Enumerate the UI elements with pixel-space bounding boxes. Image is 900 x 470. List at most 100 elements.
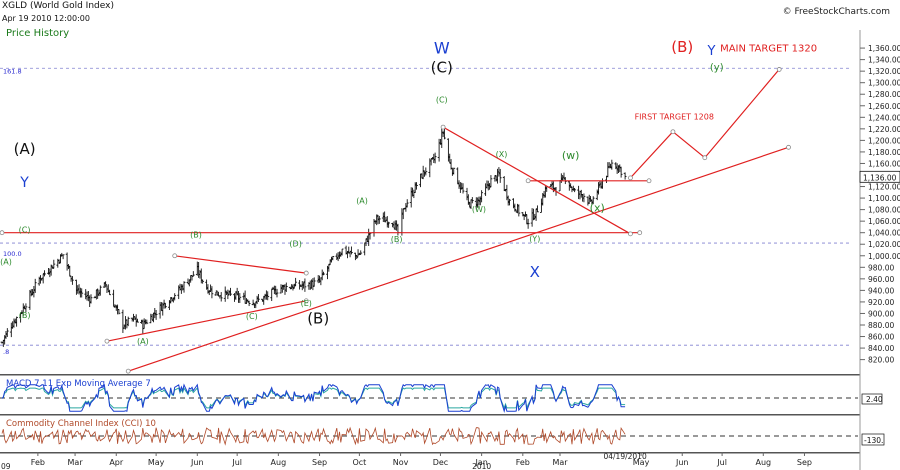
panel-divider (0, 414, 860, 416)
x-tick-label: Jul (716, 458, 727, 467)
x-tick-label: Sep (312, 458, 327, 467)
price-bar (43, 270, 46, 277)
wave-label: (A) (0, 257, 12, 266)
y-tick-label: 1,360.00 (868, 44, 900, 53)
price-bar (89, 294, 93, 304)
line-handle (776, 67, 782, 72)
y-tick-label: 1,280.00 (868, 90, 900, 99)
wave-label: (D) (289, 240, 301, 249)
price-bar (257, 294, 260, 302)
logo-text: FreeStockCharts.com (794, 7, 890, 17)
projection-path (629, 69, 780, 179)
y-tick-label: 1,080.00 (868, 206, 900, 215)
line-handle (628, 175, 633, 181)
y-tick-label: 1,060.00 (868, 217, 900, 226)
price-bar (480, 190, 484, 203)
logo[interactable]: © FreeStockCharts.com (783, 7, 890, 17)
price-bar (61, 254, 65, 260)
line-handle (646, 178, 652, 184)
cci-value-box (861, 433, 885, 446)
price-bar (164, 303, 167, 309)
x-tick-label: Mar (68, 458, 84, 467)
wave-label: (B) (671, 38, 693, 56)
price-bar (405, 199, 409, 208)
line-handle (125, 368, 131, 374)
y-tick-label: 1,100.00 (868, 194, 900, 203)
wave-label: (y) (710, 63, 724, 74)
x-tick-label: Jun (190, 458, 204, 467)
line-handle (0, 230, 5, 236)
price-bar (68, 265, 72, 277)
price-bar (219, 292, 223, 302)
fib-label: .8 (3, 348, 9, 356)
line-handle (702, 155, 708, 161)
x-tick-label: Feb (31, 458, 45, 467)
price-bar (126, 316, 130, 327)
price-bar (303, 278, 307, 292)
price-bar (52, 259, 56, 269)
cci-plot: Commodity Channel Index (CCI) 10 -130. (0, 419, 885, 446)
price-bar (582, 193, 586, 203)
price-history-label[interactable]: Price History (6, 28, 70, 39)
line-handle (303, 270, 309, 276)
price-bar (322, 271, 325, 276)
wave-label: (E) (301, 299, 312, 308)
price-bar (5, 328, 9, 337)
price-bar (71, 276, 74, 285)
wave-label: X (530, 263, 540, 281)
price-bar (108, 289, 112, 296)
price-bar (182, 281, 186, 293)
price-bar (98, 285, 102, 296)
wave-label: (B) (307, 309, 329, 327)
price-bar (489, 175, 493, 188)
y-tick-label: 920.00 (868, 298, 894, 307)
price-bar (154, 310, 158, 320)
y-tick-label: 1,160.00 (868, 159, 900, 168)
price-bar (266, 291, 270, 301)
x-tick-label: Apr (109, 458, 124, 467)
x-tick-label: Jul (231, 458, 242, 467)
price-bar (284, 282, 288, 292)
price-bar (270, 288, 274, 302)
x-tick-label: Sep (797, 458, 812, 467)
price-bar (15, 316, 19, 327)
y-tick-label: 1,240.00 (868, 113, 900, 122)
wave-label: (Y) (529, 234, 540, 243)
y-tick-label: 1,200.00 (868, 136, 900, 145)
wave-label: (X) (496, 150, 508, 159)
price-bar (383, 211, 387, 223)
price-bar (331, 255, 335, 261)
x-tick-label: Jun (675, 458, 689, 467)
line-handle (303, 298, 309, 304)
fib-label: 161.8 (3, 67, 22, 75)
x-tick-label: Feb (516, 458, 530, 467)
y-tick-label: 880.00 (868, 321, 894, 330)
last-price-label: 1,136.00 (863, 173, 897, 182)
price-bar (350, 246, 353, 255)
price-bar (238, 293, 242, 304)
price-bar (117, 309, 121, 315)
wave-label: (A) (137, 337, 149, 346)
y-tick-label: 1,340.00 (868, 56, 900, 65)
macd-series (1, 383, 626, 414)
price-bar (121, 309, 125, 333)
x-edge-label: 09 (1, 462, 11, 470)
panel-divider (0, 452, 860, 454)
price-bar (275, 288, 279, 298)
y-tick-label: 1,220.00 (868, 125, 900, 134)
line-handle (628, 231, 633, 237)
triangle-lower-line (106, 300, 307, 342)
cci-title: Commodity Channel Index (CCI) 10 (6, 419, 156, 429)
x-tick-label: Oct (352, 458, 366, 467)
wave-label: (C) (431, 58, 453, 76)
price-bar (191, 271, 195, 277)
y-tick-label: 1,120.00 (868, 183, 900, 192)
wave-label: (B) (19, 311, 31, 320)
y-tick-label: 980.00 (868, 263, 894, 272)
line-handle (440, 124, 446, 130)
price-bar (424, 167, 428, 176)
x-tick-label: Mar (552, 458, 568, 467)
price-bar (610, 159, 614, 170)
copyright-icon: © (782, 7, 792, 17)
